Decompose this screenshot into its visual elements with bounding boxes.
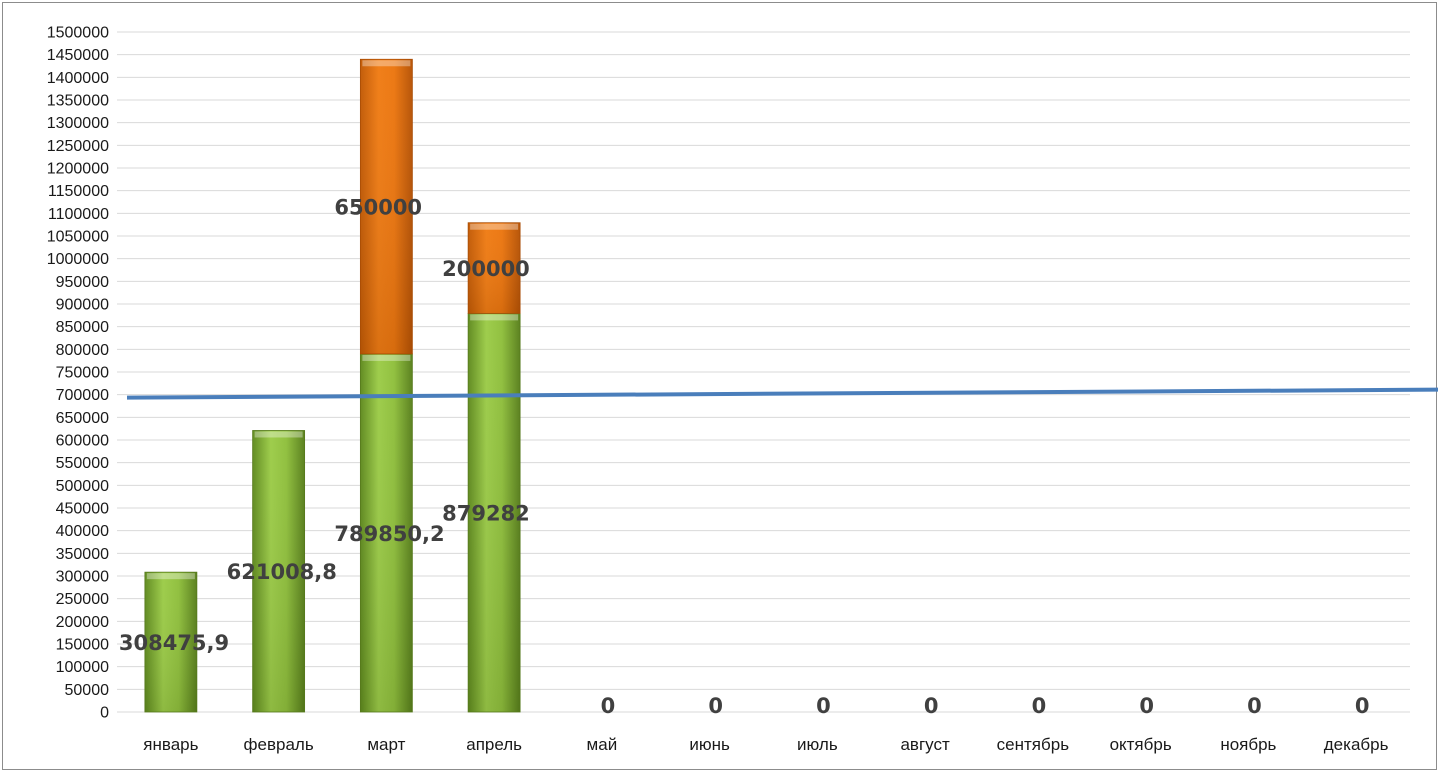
y-tick-label: 1300000 xyxy=(47,115,109,132)
bar-outline xyxy=(144,571,198,713)
y-tick-label: 600000 xyxy=(56,433,109,450)
y-tick-label: 1500000 xyxy=(47,25,109,42)
x-category-label: июль xyxy=(797,735,838,754)
x-category-label: июнь xyxy=(689,735,730,754)
x-category-label: сентябрь xyxy=(997,735,1070,754)
reference-line-layer xyxy=(126,387,1438,400)
y-tick-label: 1150000 xyxy=(48,183,109,200)
bars xyxy=(144,58,521,713)
data-label: 0 xyxy=(1355,694,1370,718)
bar-bevel xyxy=(362,60,411,67)
y-tick-label: 1350000 xyxy=(47,93,109,110)
data-label: 0 xyxy=(601,694,616,718)
data-label: 0 xyxy=(1032,694,1047,718)
y-tick-label: 1200000 xyxy=(47,161,109,178)
gridlines xyxy=(117,31,1410,713)
y-tick-label: 900000 xyxy=(56,297,109,314)
bar-bevel xyxy=(254,431,303,438)
y-tick-label: 200000 xyxy=(56,614,109,631)
x-category-label: февраль xyxy=(244,735,314,754)
reference-line xyxy=(126,387,1438,400)
y-tick-label: 700000 xyxy=(56,387,109,404)
bar-shade xyxy=(468,222,521,314)
y-tick-label: 650000 xyxy=(56,410,109,427)
bar-shade xyxy=(468,313,521,712)
x-axis-category-labels: январь февраль март апрель май июнь июль август… xyxy=(143,735,1388,754)
bar-shade xyxy=(360,59,413,354)
y-tick-label: 1100000 xyxy=(48,206,109,223)
bar-shade xyxy=(144,572,197,712)
data-label: 308475,9 xyxy=(119,631,229,655)
bar-bevel xyxy=(470,314,519,321)
y-tick-label: 1000000 xyxy=(47,251,109,268)
bar-segment xyxy=(144,571,198,713)
y-tick-label: 400000 xyxy=(56,523,109,540)
x-category-label: август xyxy=(900,735,949,754)
y-tick-label: 250000 xyxy=(56,591,109,608)
x-category-label: январь xyxy=(143,735,198,754)
bar-segment xyxy=(467,222,521,314)
data-label: 200000 xyxy=(442,257,530,281)
x-category-label: октябрь xyxy=(1110,735,1172,754)
bar-outline xyxy=(252,430,306,713)
data-label: 621008,8 xyxy=(227,560,337,584)
bar-bevel xyxy=(146,573,195,580)
y-tick-label: 1450000 xyxy=(47,47,109,64)
bar-segment xyxy=(359,58,413,355)
data-label: 789850,2 xyxy=(334,522,444,546)
y-tick-label: 550000 xyxy=(56,455,109,472)
x-category-label: март xyxy=(367,735,405,754)
bar-outline xyxy=(359,58,413,355)
data-label: 0 xyxy=(924,694,939,718)
y-tick-label: 450000 xyxy=(56,501,109,518)
x-category-label: май xyxy=(587,735,618,754)
bar-bevel xyxy=(362,354,411,361)
y-tick-label: 750000 xyxy=(56,365,109,382)
data-label: 879282 xyxy=(442,502,530,526)
y-tick-label: 300000 xyxy=(56,569,109,586)
data-label: 650000 xyxy=(334,196,422,220)
bar-bevel xyxy=(470,223,519,230)
y-tick-label: 1250000 xyxy=(47,138,109,155)
stacked-bar-chart: 0 50000 100000 150000 200000 250000 300000 3500… xyxy=(47,25,1438,754)
x-category-label: апрель xyxy=(466,735,522,754)
y-tick-label: 1050000 xyxy=(47,229,109,246)
y-tick-label: 1400000 xyxy=(47,70,109,87)
y-tick-label: 950000 xyxy=(56,274,109,291)
y-tick-label: 350000 xyxy=(56,546,109,563)
y-tick-label: 50000 xyxy=(65,682,110,699)
data-label: 0 xyxy=(708,694,723,718)
y-tick-label: 100000 xyxy=(56,659,109,676)
bar-shade xyxy=(252,430,305,712)
bar-segment xyxy=(359,353,413,713)
y-tick-label: 850000 xyxy=(56,319,109,336)
y-tick-label: 800000 xyxy=(56,342,109,359)
bar-shade xyxy=(360,353,413,712)
x-category-label: декабрь xyxy=(1324,735,1389,754)
data-label: 0 xyxy=(1247,694,1262,718)
data-label: 0 xyxy=(1139,694,1154,718)
y-tick-label: 0 xyxy=(100,705,109,722)
bar-outline xyxy=(467,222,521,314)
y-tick-label: 150000 xyxy=(56,637,109,654)
y-tick-label: 500000 xyxy=(56,478,109,495)
x-category-label: ноябрь xyxy=(1220,735,1276,754)
y-axis-tick-labels: 0 50000 100000 150000 200000 250000 300000 3500… xyxy=(47,25,109,722)
bar-segment xyxy=(252,430,306,713)
data-label: 0 xyxy=(816,694,831,718)
bar-segment xyxy=(467,312,521,713)
